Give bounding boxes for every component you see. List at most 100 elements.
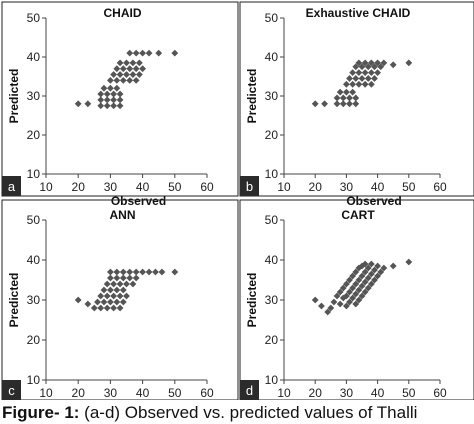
chart-title: ANN <box>110 208 136 222</box>
data-point <box>364 264 372 272</box>
data-point <box>336 88 344 96</box>
data-point <box>311 296 319 304</box>
data-point <box>126 268 134 276</box>
y-tick-label: 20 <box>265 333 279 347</box>
y-axis-title: Predicted <box>245 69 259 124</box>
y-tick-label: 20 <box>27 128 41 142</box>
data-point <box>113 84 121 92</box>
x-tick-label: 50 <box>168 180 182 194</box>
y-tick-label: 10 <box>27 373 41 387</box>
data-point <box>110 71 118 78</box>
x-tick-label: 10 <box>39 386 53 400</box>
data-point <box>107 84 114 92</box>
data-point <box>132 77 140 84</box>
chart-panel-c: 1020304050102030405060ANNObservedPredict… <box>1 199 239 400</box>
data-point <box>113 298 121 306</box>
data-point <box>119 274 127 282</box>
data-point <box>367 260 375 268</box>
data-point <box>84 100 92 108</box>
data-point <box>110 90 118 98</box>
y-tick-label: 40 <box>265 50 279 64</box>
data-point <box>116 280 124 288</box>
x-tick-label: 60 <box>200 386 214 400</box>
data-point <box>126 77 134 84</box>
data-point <box>116 292 124 300</box>
data-point <box>377 268 385 276</box>
data-point <box>346 75 353 82</box>
x-tick-label: 20 <box>72 180 86 194</box>
data-point <box>113 274 121 282</box>
data-point <box>113 65 121 73</box>
data-point <box>135 59 143 67</box>
data-point <box>405 59 413 67</box>
data-point <box>116 90 124 98</box>
data-point <box>367 80 375 88</box>
data-point <box>119 268 127 276</box>
data-point <box>94 298 101 306</box>
data-point <box>110 102 118 110</box>
data-point <box>364 75 372 82</box>
y-axis-title: Predicted <box>245 273 259 328</box>
y-axis-title: Predicted <box>7 69 21 124</box>
data-point <box>352 268 360 276</box>
data-point <box>361 80 369 88</box>
data-point <box>171 268 179 276</box>
x-tick-label: 40 <box>136 386 150 400</box>
data-point <box>97 96 105 104</box>
data-point <box>113 77 121 84</box>
data-point <box>405 258 413 266</box>
data-point <box>74 296 82 304</box>
data-point <box>343 302 350 310</box>
x-tick-label: 40 <box>136 180 150 194</box>
data-point <box>74 100 82 108</box>
data-point <box>107 268 114 276</box>
x-tick-label: 60 <box>200 180 214 194</box>
data-point <box>349 80 357 88</box>
data-point <box>355 59 363 67</box>
data-point <box>349 88 357 96</box>
data-point <box>352 290 360 298</box>
data-point <box>129 280 137 288</box>
data-point <box>389 61 397 69</box>
data-point <box>343 280 350 288</box>
panel-frame <box>239 1 474 197</box>
data-point <box>119 298 127 306</box>
data-point <box>361 69 369 76</box>
chart-panel-b: 10 20 30 40 50 10 20 30 40 50 60 Exhaustive CHAID Ob… <box>239 1 474 208</box>
chart-panel-a: 10 20 30 40 50 10 20 30 40 50 60 CHAID Observed Predi… <box>1 1 239 208</box>
data-point <box>352 300 360 308</box>
panel-letter-badge <box>2 380 21 400</box>
data-point <box>339 100 347 108</box>
x-tick-label: 10 <box>277 386 291 400</box>
data-point <box>343 80 350 88</box>
panel-letter: c <box>8 383 15 398</box>
x-axis-title: Observed <box>346 194 401 208</box>
data-point <box>355 264 363 272</box>
data-point <box>374 69 381 76</box>
data-point <box>132 65 140 73</box>
data-point <box>132 49 140 57</box>
panel-letter-badge <box>240 380 259 400</box>
data-point <box>346 276 353 284</box>
data-point <box>139 49 146 57</box>
y-tick-label: 40 <box>265 253 279 267</box>
data-point <box>107 298 114 306</box>
x-tick-label: 40 <box>371 386 385 400</box>
x-tick-label: 30 <box>340 180 354 194</box>
data-point <box>377 63 385 71</box>
data-point <box>349 69 357 76</box>
data-point <box>97 90 105 98</box>
data-point <box>339 94 347 102</box>
x-tick-label: 10 <box>277 180 291 194</box>
data-point <box>346 288 353 296</box>
data-point <box>116 59 124 67</box>
data-point <box>361 260 369 268</box>
data-point <box>364 63 372 71</box>
data-point <box>84 300 92 308</box>
y-tick-label: 30 <box>27 89 41 103</box>
data-point <box>371 266 378 274</box>
y-tick-label: 10 <box>265 373 279 387</box>
data-point <box>336 300 344 308</box>
data-point <box>145 268 153 276</box>
data-point <box>349 294 357 302</box>
